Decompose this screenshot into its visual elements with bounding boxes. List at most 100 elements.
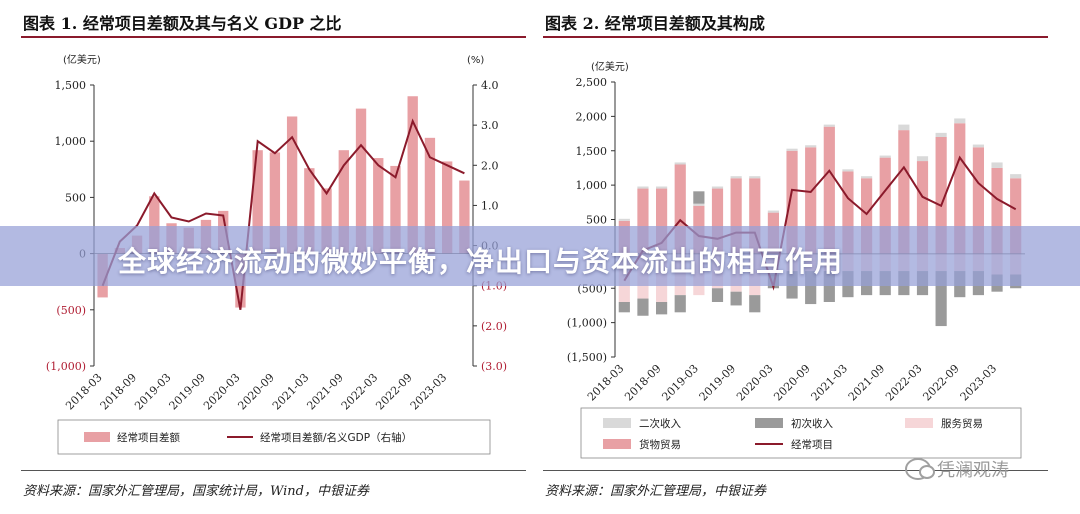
bar-segment — [618, 218, 630, 221]
title-rule — [21, 36, 526, 38]
bar-segment — [1010, 174, 1022, 179]
bar-segment — [693, 191, 705, 204]
bar-segment — [693, 203, 705, 206]
bar — [286, 116, 298, 254]
legend-box — [57, 419, 491, 455]
bar-segment — [805, 271, 817, 305]
bar — [373, 158, 384, 254]
x-tick-label: 2019-09 — [167, 371, 209, 413]
bar-segment — [991, 162, 1003, 168]
x-tick-label: 2018-03 — [585, 362, 627, 404]
bar — [459, 180, 470, 254]
left-axis-unit: (亿美元) — [63, 53, 101, 66]
left-tick-label: (1,000) — [46, 360, 86, 373]
chart-source: 资料来源：国家外汇管理局，中银证券 — [545, 484, 767, 499]
x-tick-label: 2019-03 — [659, 362, 701, 404]
bar-segment — [618, 302, 630, 313]
chart-title: 图表 1. 经常项目差额及其与名义 GDP 之比 — [23, 14, 342, 33]
x-tick-label: 2021-03 — [809, 362, 851, 404]
legend-label: 经常项目 — [791, 438, 833, 451]
bar-segment — [749, 178, 761, 254]
chart-title: 图表 2. 经常项目差额及其构成 — [545, 14, 765, 33]
x-tick-label: 2018-09 — [622, 362, 664, 404]
bar-segment — [879, 155, 891, 158]
bar-segment — [898, 130, 910, 254]
x-tick-label: 2021-09 — [846, 362, 888, 404]
bar-segment — [861, 178, 873, 254]
bar — [338, 150, 349, 254]
bar-segment — [823, 124, 835, 127]
bar-segment — [954, 118, 966, 124]
left-axis-unit: (亿美元) — [591, 60, 629, 73]
bar-segment — [879, 157, 891, 254]
legend-swatch-bar — [905, 418, 933, 428]
legend-label: 经常项目差额 — [117, 431, 180, 444]
bar-segment — [656, 302, 668, 315]
left-tick-label: 500 — [65, 191, 86, 204]
legend-label: 二次收入 — [639, 417, 681, 430]
bar-segment — [935, 132, 947, 137]
bar-segment — [674, 162, 686, 165]
bar-segment — [786, 150, 798, 254]
right-tick-label: (3.0) — [481, 360, 507, 373]
bar-segment — [991, 167, 1003, 254]
left-tick-label: 1,500 — [576, 145, 608, 158]
x-tick-label: 2021-09 — [304, 371, 346, 413]
bar-segment — [637, 188, 649, 254]
bar-segment — [916, 161, 929, 254]
left-tick-label: 1,000 — [576, 179, 608, 192]
ratio-line — [101, 118, 465, 310]
left-tick-label: (500) — [56, 304, 86, 317]
left-tick-label: (1,000) — [567, 317, 607, 330]
chart-source: 资料来源：国家外汇管理局，国家统计局，Wind，中银证券 — [23, 484, 369, 499]
left-tick-label: 2,500 — [576, 76, 608, 89]
bar-segment — [674, 164, 686, 254]
bar — [321, 188, 332, 254]
legend-swatch-bar — [603, 439, 631, 449]
bar — [407, 96, 418, 254]
x-tick-label: 2023-03 — [408, 371, 450, 413]
bar-segment — [972, 147, 984, 254]
bar-segment — [823, 271, 835, 302]
legend-label: 服务贸易 — [941, 417, 983, 430]
x-tick-label: 2022-09 — [920, 362, 962, 404]
bar-segment — [767, 210, 779, 213]
legend-label: 经常项目差额/名义GDP（右轴） — [260, 431, 412, 444]
left-tick-label: 2,000 — [576, 110, 608, 123]
legend-box — [580, 407, 1022, 459]
x-tick-label: 2023-03 — [958, 362, 1000, 404]
bar — [441, 161, 453, 254]
bar-segment — [954, 123, 966, 254]
right-axis-unit: (%) — [467, 55, 484, 66]
bar-segment — [972, 144, 984, 148]
bar — [304, 168, 315, 254]
title-rule — [543, 36, 1048, 38]
bar-segment — [730, 178, 742, 254]
bar — [252, 150, 263, 254]
x-tick-label: 2019-03 — [132, 371, 174, 413]
bar-segment — [786, 148, 798, 151]
x-tick-label: 2019-09 — [697, 362, 739, 404]
bar-segment — [730, 291, 742, 306]
legend-swatch-bar — [603, 418, 631, 428]
watermark: 凭澜观涛 — [905, 456, 1009, 482]
wechat-icon — [905, 458, 935, 480]
bar-segment — [656, 186, 668, 189]
bar-segment — [656, 188, 668, 254]
x-tick-label: 2018-03 — [63, 371, 105, 413]
bar-segment — [823, 126, 835, 254]
x-tick-label: 2022-09 — [373, 371, 415, 413]
bottom-rule — [21, 470, 526, 471]
right-tick-label: (2.0) — [481, 320, 507, 333]
bar-segment — [711, 188, 724, 254]
bar-segment — [805, 147, 817, 254]
bar-segment — [711, 288, 724, 302]
bar-segment — [805, 145, 817, 148]
bar-segment — [674, 295, 686, 313]
x-tick-label: 2021-03 — [270, 371, 312, 413]
bar-segment — [637, 298, 649, 316]
bar-segment — [916, 156, 929, 162]
bar — [390, 165, 401, 254]
bar-segment — [898, 124, 910, 131]
x-tick-label: 2018-09 — [98, 371, 140, 413]
